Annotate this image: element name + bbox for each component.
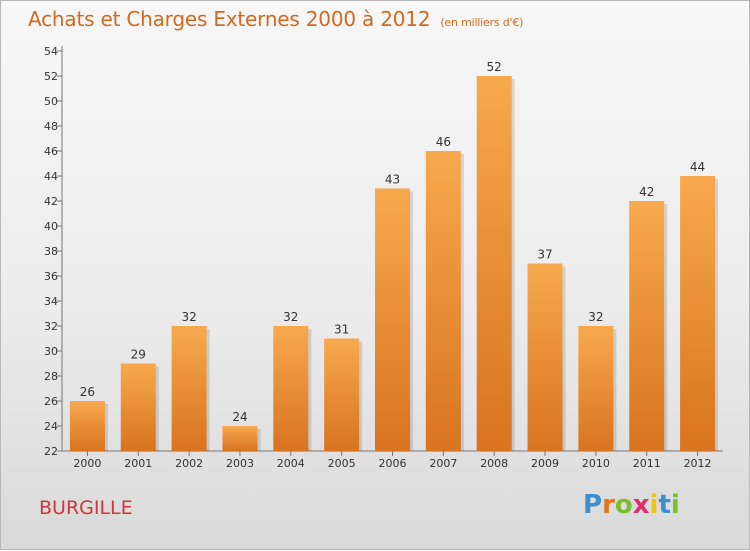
y-tick-label: 22 — [44, 445, 58, 458]
bar-value-label: 37 — [537, 248, 552, 262]
bar — [171, 326, 207, 451]
y-tick-label: 24 — [44, 420, 58, 433]
bar — [222, 426, 258, 451]
bar — [324, 338, 360, 451]
bar — [578, 326, 614, 451]
y-tick-label: 44 — [44, 170, 58, 183]
bar — [527, 263, 563, 451]
y-tick-label: 32 — [44, 320, 58, 333]
bar — [476, 76, 512, 451]
x-tick-label: 2003 — [226, 457, 254, 470]
place-name: BURGILLE — [39, 497, 133, 519]
x-tick-label: 2000 — [73, 457, 101, 470]
x-tick-label: 2008 — [480, 457, 508, 470]
logo-letter: P — [583, 490, 603, 520]
y-tick-label: 50 — [44, 95, 58, 108]
bar — [120, 363, 156, 451]
x-tick-label: 2001 — [124, 457, 152, 470]
bar-value-label: 29 — [131, 348, 146, 362]
bar-value-label: 32 — [283, 310, 298, 324]
logo-letter: x — [632, 490, 650, 520]
bar-value-label: 24 — [232, 410, 247, 424]
chart-title-text: Achats et Charges Externes 2000 à 2012 — [28, 7, 431, 31]
bar-value-label: 52 — [487, 60, 502, 74]
y-tick-label: 46 — [44, 145, 58, 158]
bar-value-label: 42 — [639, 185, 654, 199]
x-tick-label: 2006 — [379, 457, 407, 470]
chart-subtitle: (en milliers d'€) — [440, 16, 524, 29]
logo-letter: r — [602, 490, 615, 520]
x-tick-label: 2009 — [531, 457, 559, 470]
y-tick-label: 36 — [44, 270, 58, 283]
bar — [629, 201, 665, 451]
y-tick-label: 54 — [44, 45, 58, 58]
bar-value-label: 32 — [588, 310, 603, 324]
y-tick-label: 34 — [44, 295, 58, 308]
bar-value-label: 46 — [436, 135, 451, 149]
logo-letter: i — [670, 490, 680, 520]
bar — [425, 151, 461, 451]
logo-letter: i — [649, 490, 659, 520]
logo-letter: o — [614, 490, 633, 520]
x-tick-label: 2012 — [684, 457, 712, 470]
y-tick-label: 40 — [44, 220, 58, 233]
y-tick-label: 26 — [44, 395, 58, 408]
y-tick-label: 30 — [44, 345, 58, 358]
logo-letter: t — [658, 490, 671, 520]
y-tick-label: 28 — [44, 370, 58, 383]
x-tick-label: 2007 — [429, 457, 457, 470]
bar-value-label: 44 — [690, 160, 705, 174]
bar — [273, 326, 309, 451]
chart-title: Achats et Charges Externes 2000 à 2012 (e… — [28, 7, 523, 31]
x-tick-label: 2002 — [175, 457, 203, 470]
bar — [69, 401, 105, 451]
y-tick-label: 38 — [44, 245, 58, 258]
bar — [680, 176, 716, 451]
bar-value-label: 32 — [181, 310, 196, 324]
bar-value-label: 43 — [385, 173, 400, 187]
y-tick-label: 52 — [44, 70, 58, 83]
y-tick-label: 42 — [44, 195, 58, 208]
x-tick-label: 2005 — [328, 457, 356, 470]
bar — [375, 188, 410, 451]
bar-value-label: 31 — [334, 323, 349, 337]
x-tick-label: 2004 — [277, 457, 305, 470]
x-tick-label: 2010 — [582, 457, 610, 470]
y-tick-label: 48 — [44, 120, 58, 133]
bar-value-label: 26 — [80, 385, 95, 399]
x-tick-label: 2011 — [633, 457, 661, 470]
proxiti-logo[interactable]: Proxiti — [583, 490, 680, 520]
